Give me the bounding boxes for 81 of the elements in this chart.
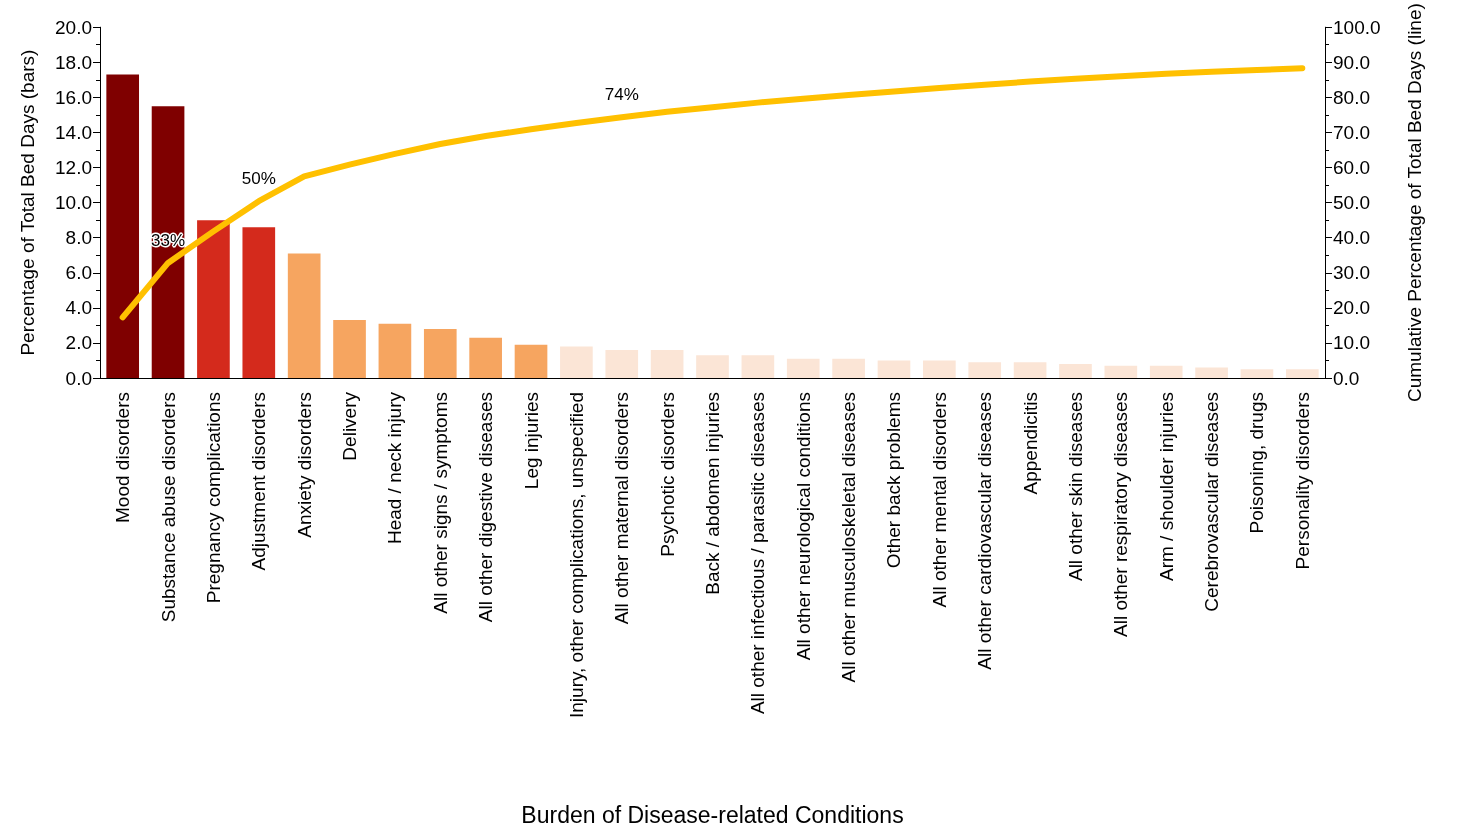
bar <box>106 74 140 378</box>
bar <box>423 328 457 378</box>
bar <box>469 337 502 378</box>
y2-tick-label: 60.0 <box>1333 157 1370 179</box>
bar <box>333 320 366 378</box>
y2-tick-label: 70.0 <box>1333 121 1370 143</box>
x-tick-label: All other cardiovascular diseases <box>974 392 996 670</box>
y-tick-label: 2.0 <box>65 332 92 354</box>
bar <box>1240 369 1274 378</box>
x-tick-label: Other back problems <box>883 392 905 569</box>
x-tick-label: All other skin diseases <box>1064 392 1086 582</box>
y-tick-label: 18.0 <box>55 51 92 73</box>
x-tick-label: Injury, other complications, unspecified <box>565 392 587 718</box>
data-label: 74% <box>604 85 639 105</box>
y2-tick-label: 0.0 <box>1333 367 1360 389</box>
x-tick-label: Poisoning, drugs <box>1246 392 1268 534</box>
bar <box>968 362 1002 378</box>
bar <box>650 349 684 378</box>
x-tick-label: Cerebrovascular diseases <box>1201 392 1223 612</box>
y-tick-label: 4.0 <box>65 297 92 319</box>
y2-tick-label: 50.0 <box>1333 192 1370 214</box>
x-axis-title: Burden of Disease-related Conditions <box>521 801 904 828</box>
x-tick-label: Pregnancy complications <box>202 392 224 604</box>
y-tick-label: 16.0 <box>55 86 92 108</box>
x-tick-label: Appendicitis <box>1019 392 1041 495</box>
y2-tick-label: 40.0 <box>1333 227 1370 249</box>
x-tick-label: Arm / shoulder injuries <box>1155 392 1177 582</box>
bar <box>832 358 865 378</box>
bar <box>1104 365 1138 378</box>
y-tick-label: 14.0 <box>55 121 92 143</box>
data-label: 50% <box>241 169 276 189</box>
y2-tick-label: 80.0 <box>1333 86 1370 108</box>
x-tick-label: All other infectious / parasitic diseases <box>747 392 769 715</box>
bar <box>242 227 276 378</box>
x-tick-label: Psychotic disorders <box>656 392 678 557</box>
x-tick-label: All other neurological conditions <box>792 392 814 661</box>
bar <box>1195 367 1228 378</box>
x-tick-label: All other musculoskeletal diseases <box>838 392 860 683</box>
bar <box>923 360 956 378</box>
y2-tick-label: 20.0 <box>1333 297 1370 319</box>
x-tick-label: Anxiety disorders <box>293 392 315 538</box>
x-tick-label: Adjustment disorders <box>248 392 270 571</box>
x-tick-label: All other digestive diseases <box>475 392 497 623</box>
y-tick-label: 8.0 <box>65 227 92 249</box>
x-tick-label: All other maternal disorders <box>611 392 633 625</box>
bar <box>605 349 639 378</box>
x-tick-label: Back / abdomen injuries <box>702 392 723 595</box>
bar <box>696 355 729 378</box>
bar <box>378 323 412 378</box>
bar <box>1013 362 1047 378</box>
bar <box>877 360 911 378</box>
x-tick-label: Substance abuse disorders <box>157 392 179 623</box>
y2-tick-label: 90.0 <box>1333 51 1370 73</box>
y2-tick-label: 10.0 <box>1333 332 1370 354</box>
bar <box>1059 363 1092 378</box>
x-tick-label: All other mental disorders <box>928 392 950 608</box>
y-tick-label: 12.0 <box>55 157 92 179</box>
bar <box>1149 365 1183 378</box>
y-tick-label: 20.0 <box>55 16 92 38</box>
x-tick-label: Mood disorders <box>112 392 134 523</box>
x-tick-label: All other respiratory diseases <box>1110 392 1132 637</box>
x-tick-label: Delivery <box>339 391 361 461</box>
bar <box>1285 369 1319 378</box>
bar <box>287 253 321 378</box>
y-tick-label: 0.0 <box>65 367 92 389</box>
y2-tick-label: 100.0 <box>1333 16 1381 38</box>
bar <box>514 344 548 378</box>
x-tick-label: Personality disorders <box>1291 392 1313 570</box>
bar <box>560 346 593 378</box>
bar <box>197 220 230 378</box>
x-tick-label: All other signs / symptoms <box>429 392 451 614</box>
bar <box>741 355 775 378</box>
bar <box>151 106 185 378</box>
y2-axis-title: Cumulative Percentage of Total Bed Days (line) <box>1403 3 1425 403</box>
y-tick-label: 6.0 <box>65 262 92 284</box>
y-axis-title: Percentage of Total Bed Days (bars) <box>16 49 38 356</box>
x-tick-label: Head / neck injury <box>384 391 406 545</box>
y2-tick-label: 30.0 <box>1333 262 1370 284</box>
bar <box>786 358 820 378</box>
x-tick-label: Leg injuries <box>520 392 542 490</box>
y-tick-label: 10.0 <box>55 192 92 214</box>
